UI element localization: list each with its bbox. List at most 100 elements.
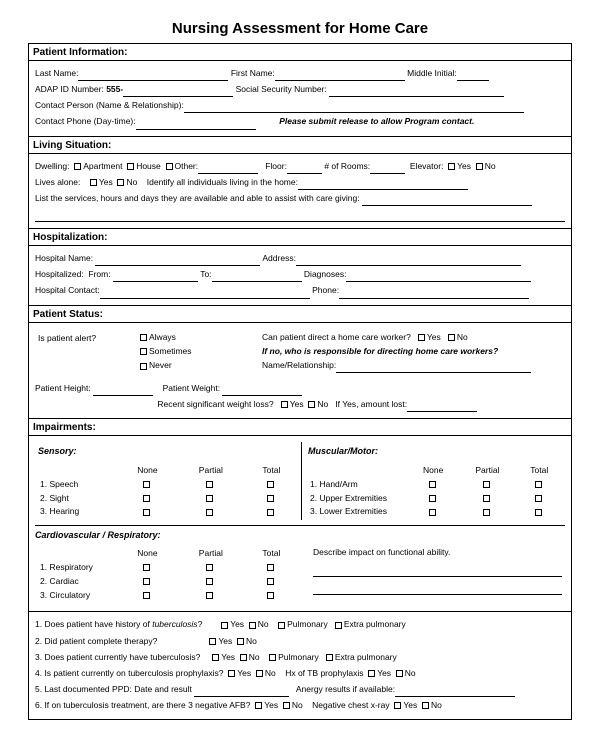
direct-no-checkbox[interactable] bbox=[448, 334, 455, 341]
tb-q5: 5. Last documented PPD: Date and result bbox=[35, 684, 192, 694]
tb1-extra-cb[interactable] bbox=[335, 622, 342, 629]
adap-field[interactable] bbox=[123, 87, 233, 97]
tb5b-field[interactable] bbox=[395, 687, 515, 697]
hearing-partial-cb[interactable] bbox=[206, 509, 213, 516]
tb2-no-cb[interactable] bbox=[237, 638, 244, 645]
lower-partial-cb[interactable] bbox=[483, 509, 490, 516]
describe-field-1[interactable] bbox=[313, 567, 562, 577]
lower-total-cb[interactable] bbox=[535, 509, 542, 516]
tb3-extra-cb[interactable] bbox=[326, 654, 333, 661]
speech-total-cb[interactable] bbox=[267, 481, 274, 488]
weightloss-yes-checkbox[interactable] bbox=[281, 401, 288, 408]
hospital-contact-field[interactable] bbox=[100, 289, 310, 299]
circ-none-cb[interactable] bbox=[143, 592, 150, 599]
never-checkbox[interactable] bbox=[140, 363, 147, 370]
elevator-no-checkbox[interactable] bbox=[476, 163, 483, 170]
describe-field-2[interactable] bbox=[313, 585, 562, 595]
tb6b-no-cb[interactable] bbox=[422, 702, 429, 709]
lives-alone-no-checkbox[interactable] bbox=[117, 179, 124, 186]
circ-partial-cb[interactable] bbox=[206, 592, 213, 599]
amount-lost-field[interactable] bbox=[407, 402, 477, 412]
apartment-checkbox[interactable] bbox=[74, 163, 81, 170]
speech-partial-cb[interactable] bbox=[206, 481, 213, 488]
tb4b-no: No bbox=[405, 668, 416, 678]
muscular-sub: Muscular/Motor: bbox=[308, 445, 562, 458]
sometimes-checkbox[interactable] bbox=[140, 348, 147, 355]
tb6-yes-cb[interactable] bbox=[255, 702, 262, 709]
tb4-no-cb[interactable] bbox=[256, 670, 263, 677]
house-checkbox[interactable] bbox=[127, 163, 134, 170]
speech-none-cb[interactable] bbox=[143, 481, 150, 488]
tb3-no-cb[interactable] bbox=[240, 654, 247, 661]
tb1-yes-cb[interactable] bbox=[221, 622, 228, 629]
tb4-yes-cb[interactable] bbox=[228, 670, 235, 677]
tb4-no: No bbox=[265, 668, 276, 678]
height-field[interactable] bbox=[93, 386, 153, 396]
tb4b-no-cb[interactable] bbox=[396, 670, 403, 677]
circ-total-cb[interactable] bbox=[267, 592, 274, 599]
resp-none-cb[interactable] bbox=[143, 564, 150, 571]
adap-label: ADAP ID Number: bbox=[35, 84, 104, 94]
elevator-yes-checkbox[interactable] bbox=[448, 163, 455, 170]
services-field-2[interactable] bbox=[35, 212, 565, 222]
to-field[interactable] bbox=[212, 272, 302, 282]
hospital-phone-label: Phone: bbox=[312, 285, 339, 295]
hand-total-cb[interactable] bbox=[535, 481, 542, 488]
tb4b-yes-cb[interactable] bbox=[368, 670, 375, 677]
contact-phone-field[interactable] bbox=[136, 120, 256, 130]
hospital-address-field[interactable] bbox=[296, 256, 521, 266]
contact-phone-label: Contact Phone (Day-time): bbox=[35, 116, 136, 126]
hand-none-cb[interactable] bbox=[429, 481, 436, 488]
tb6-no-cb[interactable] bbox=[283, 702, 290, 709]
diagnoses-field[interactable] bbox=[346, 272, 531, 282]
tb2-yes-cb[interactable] bbox=[209, 638, 216, 645]
floor-field[interactable] bbox=[287, 164, 322, 174]
hospital-name-field[interactable] bbox=[95, 256, 260, 266]
sight-label: 2. Sight bbox=[38, 492, 118, 506]
tb3-pulm-cb[interactable] bbox=[269, 654, 276, 661]
last-name-field[interactable] bbox=[78, 71, 228, 81]
card-none-cb[interactable] bbox=[143, 578, 150, 585]
sight-total-cb[interactable] bbox=[267, 495, 274, 502]
card-total-cb[interactable] bbox=[267, 578, 274, 585]
middle-initial-field[interactable] bbox=[457, 71, 489, 81]
respiratory-label: 1. Respiratory bbox=[38, 561, 118, 575]
upper-total-cb[interactable] bbox=[535, 495, 542, 502]
direct-yes-checkbox[interactable] bbox=[418, 334, 425, 341]
amount-lost-label: If Yes, amount lost: bbox=[335, 399, 407, 409]
lives-alone-yes-checkbox[interactable] bbox=[90, 179, 97, 186]
tb6b-yes-cb[interactable] bbox=[394, 702, 401, 709]
hearing-none-cb[interactable] bbox=[143, 509, 150, 516]
weight-field[interactable] bbox=[222, 386, 302, 396]
upper-partial-cb[interactable] bbox=[483, 495, 490, 502]
sight-none-cb[interactable] bbox=[143, 495, 150, 502]
hearing-total-cb[interactable] bbox=[267, 509, 274, 516]
other-field[interactable] bbox=[198, 164, 258, 174]
card-partial-cb[interactable] bbox=[206, 578, 213, 585]
tb1-no-cb[interactable] bbox=[249, 622, 256, 629]
always-checkbox[interactable] bbox=[140, 334, 147, 341]
first-name-field[interactable] bbox=[275, 71, 405, 81]
contact-person-field[interactable] bbox=[184, 103, 524, 113]
weightloss-no-checkbox[interactable] bbox=[308, 401, 315, 408]
hand-partial-cb[interactable] bbox=[483, 481, 490, 488]
ssn-field[interactable] bbox=[329, 87, 504, 97]
tb-q1b: tuberculosis bbox=[152, 619, 197, 629]
tb1-extra: Extra pulmonary bbox=[344, 619, 406, 629]
tb3-yes-cb[interactable] bbox=[212, 654, 219, 661]
from-field[interactable] bbox=[113, 272, 198, 282]
lower-none-cb[interactable] bbox=[429, 509, 436, 516]
resp-partial-cb[interactable] bbox=[206, 564, 213, 571]
tb1-pulm-cb[interactable] bbox=[278, 622, 285, 629]
hospital-phone-field[interactable] bbox=[339, 289, 529, 299]
other-checkbox[interactable] bbox=[166, 163, 173, 170]
identify-field[interactable] bbox=[298, 180, 468, 190]
always-label: Always bbox=[149, 332, 176, 342]
resp-total-cb[interactable] bbox=[267, 564, 274, 571]
sight-partial-cb[interactable] bbox=[206, 495, 213, 502]
rooms-field[interactable] bbox=[370, 164, 405, 174]
upper-none-cb[interactable] bbox=[429, 495, 436, 502]
tb5-field[interactable] bbox=[194, 687, 289, 697]
services-field[interactable] bbox=[362, 196, 532, 206]
name-rel-field[interactable] bbox=[336, 363, 531, 373]
